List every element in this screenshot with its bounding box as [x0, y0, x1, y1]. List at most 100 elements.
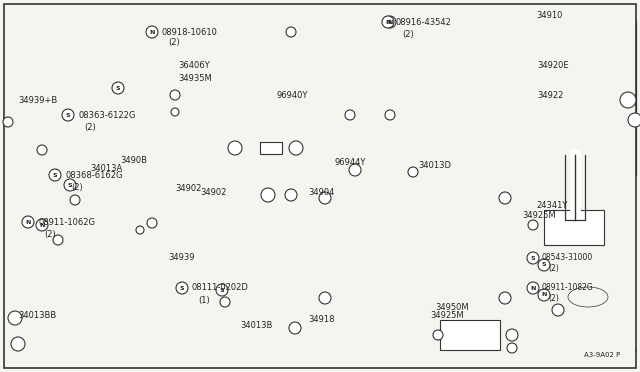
Text: 08368-6162G: 08368-6162G: [65, 170, 122, 180]
Circle shape: [628, 113, 640, 127]
Circle shape: [506, 329, 518, 341]
Circle shape: [36, 219, 48, 231]
Text: (1): (1): [198, 295, 210, 305]
Text: 34935M: 34935M: [178, 74, 212, 83]
Text: N: N: [531, 285, 536, 291]
Text: N: N: [149, 29, 155, 35]
Text: 96940Y: 96940Y: [276, 90, 308, 99]
Circle shape: [146, 26, 158, 38]
Text: 34939+B: 34939+B: [18, 96, 57, 105]
Circle shape: [408, 167, 418, 177]
Circle shape: [216, 284, 228, 296]
Circle shape: [37, 145, 47, 155]
Circle shape: [382, 16, 394, 28]
Text: N: N: [385, 19, 390, 25]
Text: 3490B: 3490B: [120, 155, 147, 164]
Circle shape: [349, 164, 361, 176]
Circle shape: [527, 282, 539, 294]
Text: 08918-10610: 08918-10610: [162, 28, 218, 36]
Text: (2): (2): [548, 294, 559, 302]
Circle shape: [112, 82, 124, 94]
Text: 08911-1082G: 08911-1082G: [542, 283, 594, 292]
Circle shape: [507, 343, 517, 353]
Circle shape: [49, 169, 61, 181]
Text: S: S: [541, 263, 547, 267]
Text: 08911-1062G: 08911-1062G: [38, 218, 95, 227]
Circle shape: [528, 220, 538, 230]
Text: 34925M: 34925M: [430, 311, 463, 320]
Text: 96944Y: 96944Y: [335, 157, 366, 167]
Text: 08363-6122G: 08363-6122G: [78, 110, 136, 119]
Circle shape: [170, 90, 180, 100]
Circle shape: [8, 311, 22, 325]
Text: 34920E: 34920E: [537, 61, 568, 70]
Circle shape: [433, 330, 443, 340]
Text: (2): (2): [402, 29, 413, 38]
Text: 34013A: 34013A: [90, 164, 122, 173]
Circle shape: [319, 292, 331, 304]
Circle shape: [499, 192, 511, 204]
Text: S: S: [116, 86, 120, 90]
Text: 34939: 34939: [168, 253, 195, 263]
Text: A3-9A02 P: A3-9A02 P: [584, 352, 620, 358]
Text: 34918: 34918: [308, 315, 335, 324]
Circle shape: [552, 304, 564, 316]
Text: 34013B: 34013B: [240, 321, 273, 330]
Circle shape: [53, 235, 63, 245]
Text: S: S: [66, 112, 70, 118]
Text: 34013D: 34013D: [418, 160, 451, 170]
Text: S: S: [68, 183, 72, 187]
Text: S: S: [52, 173, 58, 177]
Circle shape: [11, 337, 25, 351]
Bar: [440, 320, 500, 350]
Circle shape: [527, 252, 539, 264]
Circle shape: [261, 188, 275, 202]
Text: 08916-43542: 08916-43542: [396, 17, 452, 26]
Text: 34904: 34904: [308, 187, 334, 196]
Text: (2): (2): [71, 183, 83, 192]
Circle shape: [62, 109, 74, 121]
Circle shape: [228, 141, 242, 155]
Circle shape: [385, 110, 395, 120]
Text: 34925M: 34925M: [522, 211, 556, 219]
Circle shape: [220, 297, 230, 307]
Circle shape: [3, 117, 13, 127]
Text: 34013BB: 34013BB: [18, 311, 56, 320]
Circle shape: [136, 226, 144, 234]
Bar: [260, 142, 282, 154]
Circle shape: [538, 259, 550, 271]
Circle shape: [64, 179, 76, 191]
Text: (2): (2): [44, 230, 56, 238]
Text: (2): (2): [84, 122, 96, 131]
Text: 34922: 34922: [537, 90, 563, 99]
Circle shape: [384, 16, 396, 28]
Text: (2): (2): [168, 38, 180, 46]
Text: S: S: [180, 285, 184, 291]
Text: 08111-0202D: 08111-0202D: [192, 283, 249, 292]
Circle shape: [22, 216, 34, 228]
Text: N: N: [39, 222, 45, 228]
Bar: [544, 210, 604, 245]
Text: 08543-31000: 08543-31000: [542, 253, 593, 263]
Text: 24341Y: 24341Y: [536, 201, 568, 209]
Circle shape: [286, 27, 296, 37]
Text: N: N: [387, 19, 393, 25]
Text: N: N: [26, 219, 31, 224]
Circle shape: [70, 195, 80, 205]
Text: 34950M: 34950M: [435, 304, 468, 312]
Circle shape: [538, 289, 550, 301]
Text: N: N: [541, 292, 547, 298]
Circle shape: [319, 192, 331, 204]
Circle shape: [289, 322, 301, 334]
Circle shape: [147, 218, 157, 228]
Text: 36406Y: 36406Y: [178, 61, 210, 70]
Circle shape: [289, 141, 303, 155]
Circle shape: [285, 189, 297, 201]
Text: 34902: 34902: [200, 187, 227, 196]
Circle shape: [176, 282, 188, 294]
Text: S: S: [531, 256, 535, 260]
Text: S: S: [220, 288, 224, 292]
Circle shape: [499, 292, 511, 304]
Text: (2): (2): [548, 263, 559, 273]
Circle shape: [345, 110, 355, 120]
